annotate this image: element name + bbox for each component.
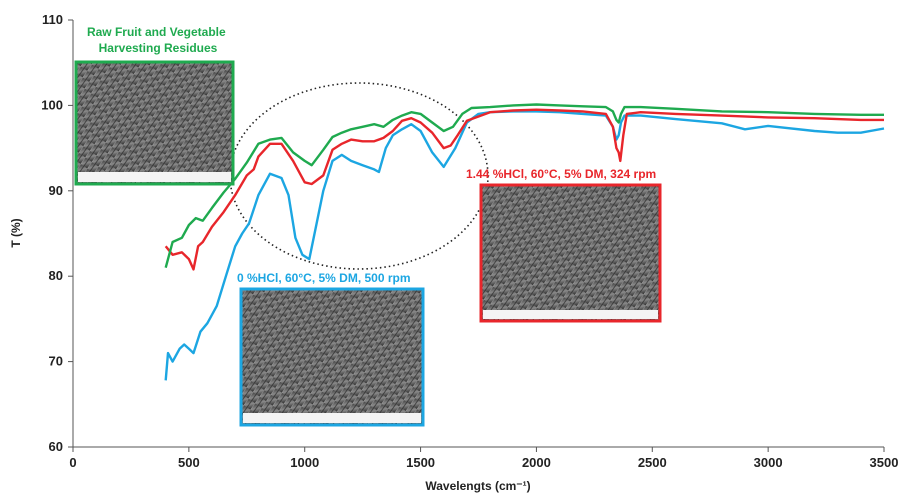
series-line-0 bbox=[164, 103, 884, 269]
x-tick-label: 1000 bbox=[290, 455, 319, 470]
series-line-1 bbox=[164, 108, 884, 271]
sem-inset-blue-frame bbox=[239, 287, 425, 427]
annotation-red-line-1: 1.44 %HCl, 60°C, 5% DM, 324 rpm bbox=[466, 167, 656, 181]
annotation-raw: Raw Fruit and Vegetable Harvesting Resid… bbox=[87, 25, 229, 55]
y-tick-label: 90 bbox=[49, 183, 63, 198]
y-tick-label: 60 bbox=[49, 439, 63, 454]
y-tick-label: 110 bbox=[42, 12, 63, 27]
annotation-blue-line-1: 0 %HCl, 60°C, 5% DM, 500 rpm bbox=[237, 271, 411, 285]
sem-inset-raw bbox=[74, 60, 235, 186]
sem-inset-red-frame bbox=[479, 183, 662, 323]
y-tick-label: 100 bbox=[41, 97, 63, 112]
annotation-raw-line-2: Harvesting Residues bbox=[99, 41, 218, 55]
sem-inset-blue-infobar bbox=[243, 413, 421, 423]
x-tick-label: 2500 bbox=[638, 455, 667, 470]
sem-inset-red bbox=[479, 183, 662, 323]
y-tick-label: 80 bbox=[49, 268, 63, 283]
highlight-ellipse bbox=[229, 82, 489, 270]
x-axis-title: Wavelengts (cm⁻¹) bbox=[425, 479, 530, 493]
sem-inset-blue bbox=[239, 287, 425, 427]
annotation-red: 1.44 %HCl, 60°C, 5% DM, 324 rpm bbox=[466, 167, 656, 181]
x-tick-label: 0 bbox=[69, 455, 76, 470]
x-tick-label: 3000 bbox=[754, 455, 783, 470]
y-axis-title: T (%) bbox=[9, 218, 23, 247]
x-tick-label: 1500 bbox=[406, 455, 435, 470]
y-ticks: 60 70 80 90 100 110 bbox=[41, 12, 73, 454]
sem-inset-raw-infobar bbox=[78, 172, 231, 182]
series-group bbox=[164, 103, 885, 381]
series-line-2 bbox=[164, 110, 885, 381]
sem-inset-red-infobar bbox=[483, 310, 658, 319]
annotation-raw-line-1: Raw Fruit and Vegetable bbox=[87, 25, 226, 39]
x-ticks: 0 500 1000 1500 2000 2500 3000 3500 bbox=[69, 447, 898, 470]
y-tick-label: 70 bbox=[49, 354, 63, 369]
sem-inset-raw-frame bbox=[74, 60, 235, 186]
x-tick-label: 3500 bbox=[870, 455, 899, 470]
x-tick-label: 2000 bbox=[522, 455, 551, 470]
x-tick-label: 500 bbox=[178, 455, 200, 470]
annotation-blue: 0 %HCl, 60°C, 5% DM, 500 rpm bbox=[237, 271, 411, 285]
